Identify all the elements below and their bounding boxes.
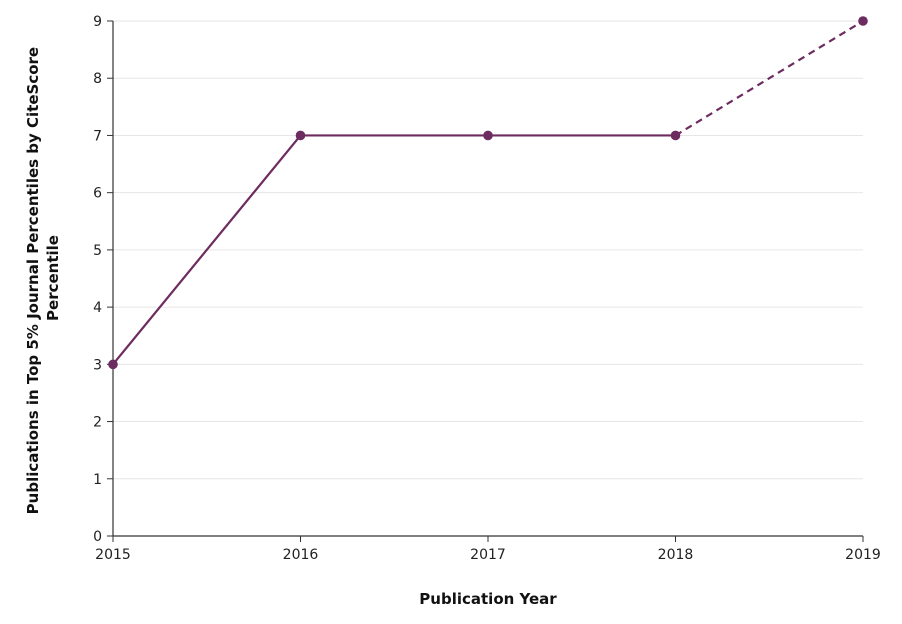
data-point-2018: [670, 130, 681, 141]
y-tick-label: 9: [93, 14, 102, 30]
y-axis-title: Publications in Top 5% Journal Percentil…: [24, 42, 62, 515]
y-tick-label: 3: [93, 357, 102, 373]
series-line-projected: [674, 20, 864, 137]
x-tick-label: 2018: [658, 547, 694, 563]
series-group: [108, 16, 868, 370]
x-tick-label: 2016: [283, 547, 319, 563]
y-tick-label: 1: [93, 472, 102, 488]
x-tick-label: 2015: [95, 547, 131, 563]
data-point-2017: [483, 130, 493, 141]
x-tick-label: 2017: [470, 547, 506, 563]
data-point-2015: [108, 359, 118, 370]
y-tick-label: 2: [93, 415, 102, 431]
series-line-actual: [112, 134, 676, 366]
y-axis-title-line-1: Publications in Top 5% Journal Percentil…: [24, 47, 42, 514]
x-axis-title: Publication Year: [419, 590, 557, 608]
y-tick-label: 5: [93, 243, 102, 259]
y-tick-label: 4: [93, 300, 102, 316]
y-tick-labels: 0 1 2 3 4 5 6 7 8 9: [93, 14, 102, 545]
data-point-2016: [295, 130, 306, 141]
y-tick-label: 8: [93, 71, 102, 87]
y-axis-title-line-2: Percentile: [44, 235, 62, 321]
y-tick-label: 7: [93, 128, 102, 144]
y-tick-label: 0: [93, 529, 102, 545]
y-tick-label: 6: [93, 186, 102, 202]
x-tick-label: 2019: [845, 547, 881, 563]
axes: [107, 20, 864, 542]
x-tick-labels: 2015 2016 2017 2018 2019: [95, 547, 881, 563]
data-point-2019: [858, 16, 868, 26]
gridlines: [113, 20, 863, 480]
